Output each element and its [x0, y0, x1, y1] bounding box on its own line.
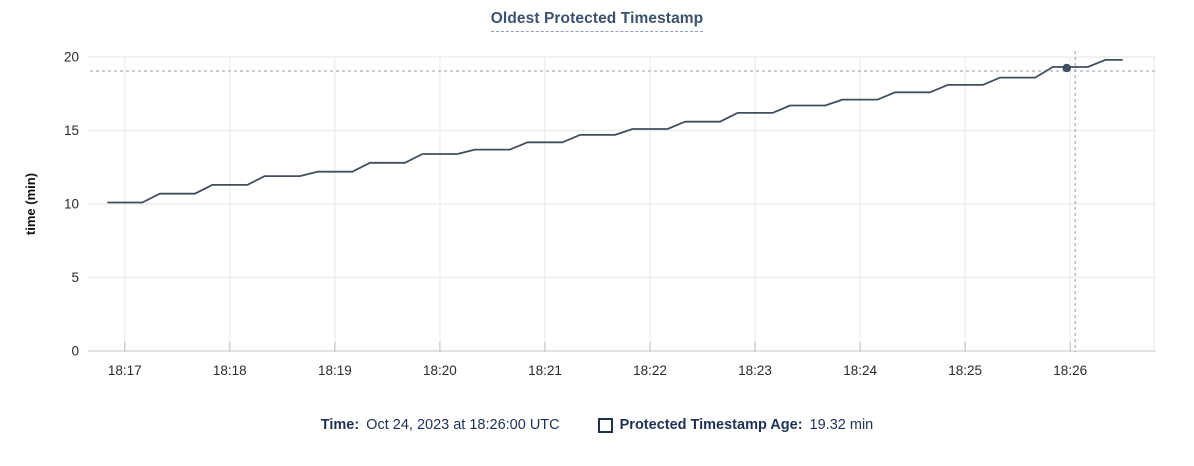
svg-text:10: 10 — [64, 197, 79, 212]
crosshair-lines — [90, 51, 1157, 352]
legend-series-value: 19.32 min — [809, 417, 874, 433]
svg-text:18:24: 18:24 — [843, 363, 877, 378]
legend-time-value: Oct 24, 2023 at 18:26:00 UTC — [366, 417, 560, 433]
series-checkbox-icon[interactable] — [597, 417, 613, 433]
svg-text:18:20: 18:20 — [423, 363, 457, 378]
legend-time-label: Time: — [320, 417, 360, 433]
svg-text:0: 0 — [71, 344, 79, 359]
svg-text:time (min): time (min) — [23, 173, 38, 235]
axis-tick-labels: 0 5 10 15 20 18:17 18:18 18:19 18:20 18:21 18:22 18… — [64, 50, 1087, 379]
gridlines — [88, 56, 1156, 352]
svg-text:18:25: 18:25 — [948, 363, 982, 378]
line-chart-plot-area[interactable]: 0 5 10 15 20 18:17 18:18 18:19 18:20 18:21 18:22 18… — [0, 0, 1194, 400]
legend: Time: Oct 24, 2023 at 18:26:00 UTC Prote… — [0, 417, 1194, 433]
svg-text:18:22: 18:22 — [633, 363, 667, 378]
svg-text:15: 15 — [64, 123, 79, 138]
svg-text:18:21: 18:21 — [528, 363, 562, 378]
svg-text:18:19: 18:19 — [318, 363, 352, 378]
svg-text:18:26: 18:26 — [1053, 363, 1087, 378]
chart-title[interactable]: Oldest Protected Timestamp — [490, 10, 704, 32]
svg-text:5: 5 — [71, 270, 79, 285]
chart-header: Oldest Protected Timestamp — [0, 10, 1194, 32]
hover-point-dot — [1062, 63, 1071, 73]
svg-text:18:18: 18:18 — [213, 363, 247, 378]
svg-text:18:17: 18:17 — [108, 363, 142, 378]
axis-ticks — [124, 342, 1071, 352]
series-line — [107, 59, 1123, 204]
y-axis-title: time (min) — [23, 173, 38, 235]
legend-time: Time: Oct 24, 2023 at 18:26:00 UTC — [321, 417, 560, 433]
svg-text:20: 20 — [64, 50, 79, 65]
legend-series-toggle[interactable]: Protected Timestamp Age: 19.32 min — [597, 417, 874, 433]
svg-text:18:23: 18:23 — [738, 363, 772, 378]
legend-series-label: Protected Timestamp Age: — [619, 417, 803, 433]
